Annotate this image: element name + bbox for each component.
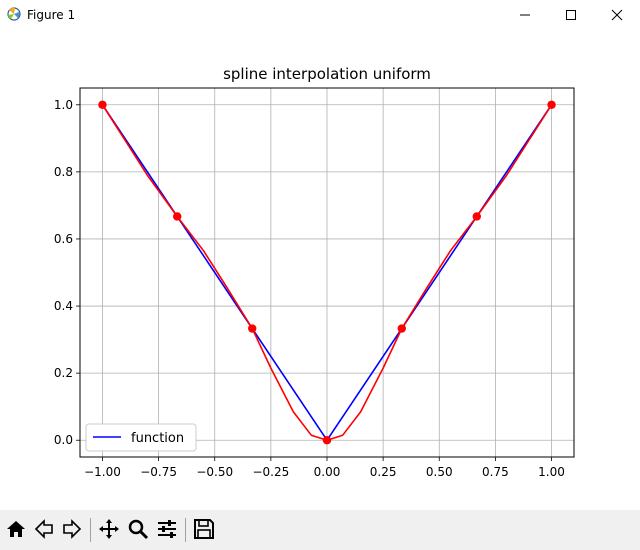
back-icon <box>34 519 53 539</box>
y-axis-ticks: 0.0 0.2 0.4 0.6 0.8 1.0 <box>54 98 80 447</box>
toolbar-separator <box>90 518 91 542</box>
grid <box>80 88 574 457</box>
navigation-toolbar <box>0 510 640 550</box>
maximize-button[interactable] <box>548 0 594 30</box>
y-tick-label: 0.0 <box>54 433 73 447</box>
x-tick-label: −0.75 <box>140 465 177 479</box>
window-title: Figure 1 <box>27 8 76 22</box>
configure-subplots-button[interactable] <box>154 516 180 542</box>
forward-button[interactable] <box>59 516 85 542</box>
zoom-button[interactable] <box>125 516 151 542</box>
data-point-marker <box>248 324 257 333</box>
data-point-marker <box>322 436 332 445</box>
legend-label-function: function <box>131 431 184 446</box>
minimize-button[interactable] <box>502 0 548 30</box>
minimize-icon <box>520 14 530 16</box>
x-tick-label: 0.00 <box>314 465 341 479</box>
pan-button[interactable] <box>96 516 122 542</box>
matplotlib-app-icon <box>6 6 22 22</box>
save-icon <box>194 519 214 539</box>
pan-icon <box>99 519 119 539</box>
y-tick-label: 0.8 <box>54 165 73 179</box>
y-tick-label: 0.2 <box>54 366 73 380</box>
data-point-marker <box>472 212 481 221</box>
forward-icon <box>63 519 82 539</box>
back-button[interactable] <box>31 516 57 542</box>
close-button[interactable] <box>594 0 640 30</box>
window-titlebar: Figure 1 <box>0 0 640 30</box>
toolbar-separator <box>185 518 186 542</box>
data-point-marker <box>547 100 556 109</box>
save-button[interactable] <box>191 516 217 542</box>
figure-canvas[interactable]: spline interpolation uniform −1.00 −0.75−… <box>0 30 640 510</box>
series-layer <box>98 100 556 445</box>
maximize-icon <box>566 10 576 20</box>
legend: function <box>85 423 197 452</box>
legend-box <box>85 423 197 452</box>
data-point-marker <box>98 100 107 109</box>
x-tick-label: 0.25 <box>370 465 397 479</box>
x-axis-ticks: −1.00 −0.75 −0.50 −0.25 0.00 0.25 0.50 0.75 1.00 <box>84 457 565 479</box>
x-tick-label: −1.00 <box>84 465 121 479</box>
y-tick-label: 0.4 <box>54 299 73 313</box>
x-tick-label: 1.00 <box>538 465 565 479</box>
x-tick-label: 0.75 <box>482 465 509 479</box>
y-tick-label: 1.0 <box>54 98 73 112</box>
x-tick-label: 0.50 <box>426 465 453 479</box>
y-tick-label: 0.6 <box>54 232 73 246</box>
home-button[interactable] <box>3 516 29 542</box>
zoom-icon <box>128 519 149 540</box>
data-point-marker <box>173 212 182 221</box>
configure-subplots-icon <box>158 520 176 538</box>
x-tick-label: −0.25 <box>252 465 289 479</box>
chart-title: spline interpolation uniform <box>223 65 431 83</box>
home-icon <box>7 521 25 537</box>
chart: spline interpolation uniform −1.00 −0.75−… <box>54 65 575 479</box>
x-tick-label: −0.50 <box>196 465 233 479</box>
close-icon <box>611 9 623 21</box>
data-point-marker <box>397 324 406 333</box>
